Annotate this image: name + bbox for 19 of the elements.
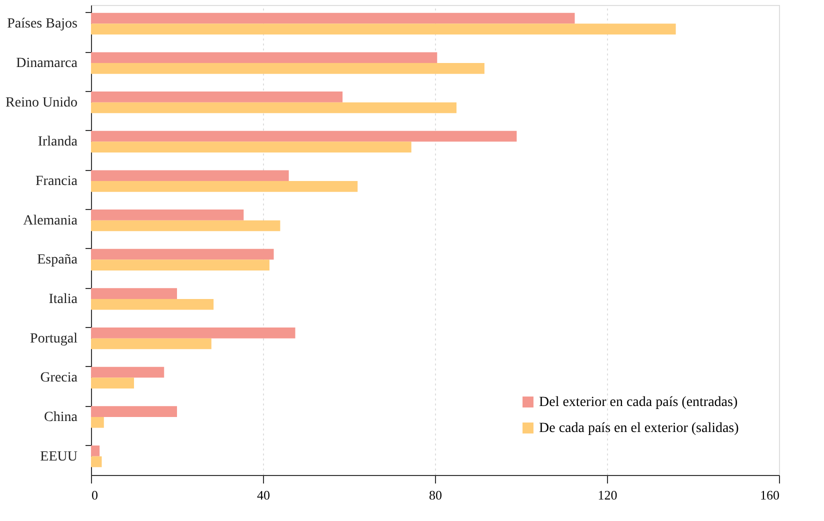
y-tick-label: Francia: [36, 174, 78, 190]
y-tick-label: España: [37, 252, 78, 268]
y-tick-label: Alemania: [23, 213, 78, 228]
x-tick-label: 80: [429, 488, 442, 502]
y-tick-label: Reino Unido: [6, 95, 78, 110]
legend-label: Del exterior en cada país (entradas): [539, 395, 738, 410]
y-tick-label: Grecia: [40, 370, 78, 386]
y-tick-label: Portugal: [30, 331, 78, 346]
y-tick-label: Italia: [48, 292, 78, 307]
x-tick-label: 0: [92, 488, 98, 502]
legend-label: De cada país en el exterior (salidas): [539, 421, 740, 436]
y-tick-label: EEUU: [40, 449, 78, 464]
x-tick-label: 120: [598, 488, 618, 502]
x-tick-label: 160: [760, 488, 780, 502]
y-tick-label: Dinamarca: [16, 56, 78, 72]
y-tick-label: China: [44, 410, 78, 425]
y-tick-label: Países Bajos: [7, 16, 78, 32]
y-tick-label: Irlanda: [38, 134, 78, 150]
x-tick-label: 40: [257, 488, 270, 502]
